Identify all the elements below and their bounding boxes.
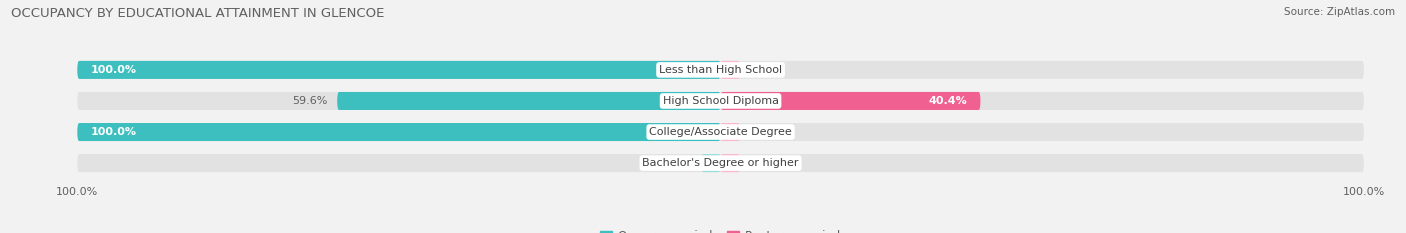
FancyBboxPatch shape [721,92,980,110]
Text: Source: ZipAtlas.com: Source: ZipAtlas.com [1284,7,1395,17]
Text: 100.0%: 100.0% [90,65,136,75]
Text: OCCUPANCY BY EDUCATIONAL ATTAINMENT IN GLENCOE: OCCUPANCY BY EDUCATIONAL ATTAINMENT IN G… [11,7,385,20]
Text: Bachelor's Degree or higher: Bachelor's Degree or higher [643,158,799,168]
FancyBboxPatch shape [77,61,721,79]
Text: 0.0%: 0.0% [749,65,778,75]
Text: 0.0%: 0.0% [749,127,778,137]
FancyBboxPatch shape [702,154,721,172]
Text: High School Diploma: High School Diploma [662,96,779,106]
FancyBboxPatch shape [721,123,740,141]
FancyBboxPatch shape [77,154,1364,172]
FancyBboxPatch shape [77,123,721,141]
Text: 0.0%: 0.0% [664,158,692,168]
FancyBboxPatch shape [721,61,740,79]
Legend: Owner-occupied, Renter-occupied: Owner-occupied, Renter-occupied [595,225,846,233]
FancyBboxPatch shape [77,92,1364,110]
Text: 59.6%: 59.6% [292,96,328,106]
FancyBboxPatch shape [337,92,721,110]
FancyBboxPatch shape [77,123,1364,141]
Text: Less than High School: Less than High School [659,65,782,75]
Text: 0.0%: 0.0% [749,158,778,168]
FancyBboxPatch shape [77,61,1364,79]
Text: 100.0%: 100.0% [90,127,136,137]
Text: College/Associate Degree: College/Associate Degree [650,127,792,137]
Text: 40.4%: 40.4% [929,96,967,106]
FancyBboxPatch shape [721,154,740,172]
